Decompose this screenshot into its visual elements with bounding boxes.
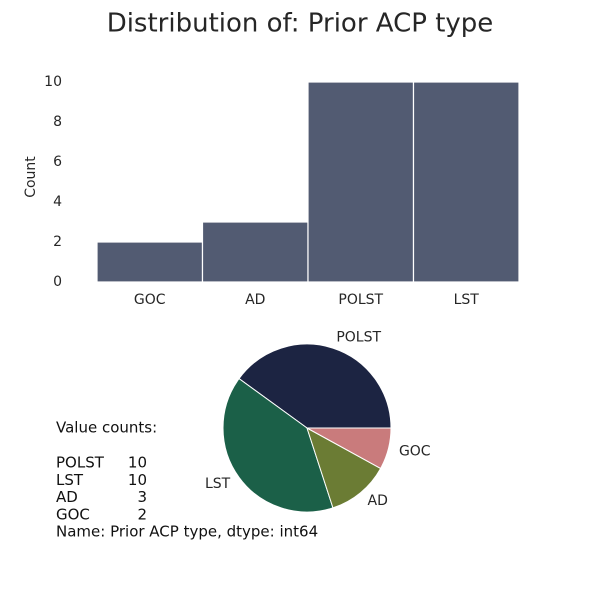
x-tick-label: LST xyxy=(454,292,480,308)
value-counts-heading: Value counts: xyxy=(56,419,157,437)
value-counts-count: 10 xyxy=(128,471,147,489)
value-counts-footer: Name: Prior ACP type, dtype: int64 xyxy=(56,523,318,541)
figure-title: Distribution of: Prior ACP type xyxy=(107,9,494,39)
value-counts-count: 10 xyxy=(128,454,147,472)
bar xyxy=(412,81,520,283)
pie-label: AD xyxy=(368,493,388,509)
y-tick-label: 8 xyxy=(53,114,62,130)
value-counts-label: GOC xyxy=(56,505,90,523)
y-tick-label: 4 xyxy=(53,194,62,210)
pie-label: POLST xyxy=(336,330,381,346)
value-counts-label: POLST xyxy=(56,454,105,472)
x-tick-label: POLST xyxy=(338,292,383,308)
value-counts-count: 2 xyxy=(137,505,147,523)
pie-label: GOC xyxy=(399,444,431,460)
value-counts-label: LST xyxy=(56,471,84,489)
bar xyxy=(307,81,415,283)
pie-slice xyxy=(238,343,392,429)
y-tick-label: 10 xyxy=(44,74,62,90)
bar xyxy=(201,221,309,283)
x-tick-label: AD xyxy=(245,292,265,308)
pie-slice xyxy=(222,377,334,513)
y-tick-label: 2 xyxy=(53,234,62,250)
value-counts-count: 3 xyxy=(137,488,147,506)
y-tick-label: 6 xyxy=(53,154,62,170)
bar xyxy=(96,241,204,283)
pie-slice xyxy=(306,427,392,470)
pie-label: LST xyxy=(205,476,231,492)
y-tick-label: 0 xyxy=(53,274,62,290)
y-axis-label: Count xyxy=(23,156,39,198)
value-counts-label: AD xyxy=(56,488,78,506)
x-tick-label: GOC xyxy=(134,292,166,308)
pie-slice xyxy=(306,426,382,509)
